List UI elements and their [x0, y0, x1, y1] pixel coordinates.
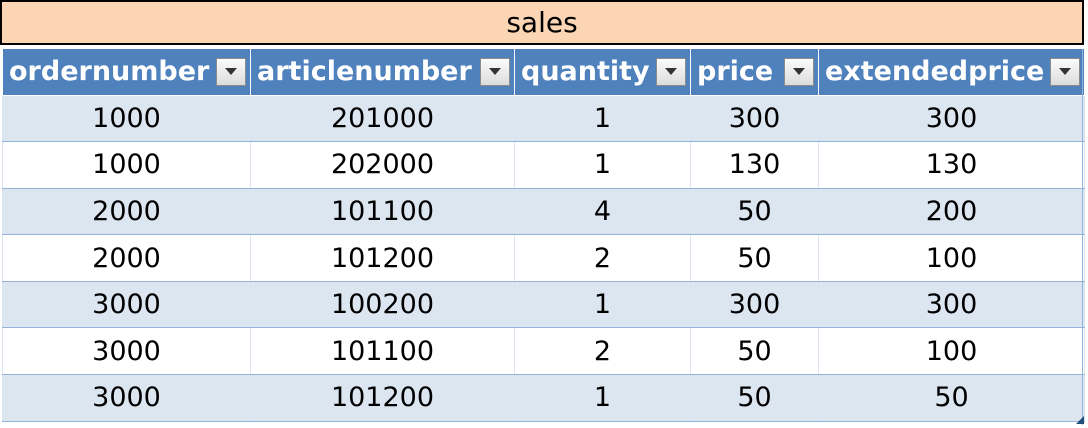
table-resize-handle-icon[interactable]	[1076, 416, 1084, 424]
dropdown-arrow-icon	[489, 68, 501, 76]
cell-quantity[interactable]: 2	[514, 327, 691, 376]
cell-price[interactable]: 50	[690, 188, 819, 236]
filter-dropdown-button[interactable]	[216, 57, 246, 86]
dropdown-arrow-icon	[1059, 68, 1072, 76]
header-row: ordernumber articlenumber quantity	[2, 49, 1085, 96]
cell-price[interactable]: 50	[690, 327, 819, 376]
cell-quantity[interactable]: 1	[514, 95, 691, 143]
column-header-quantity: quantity	[514, 49, 691, 96]
cell-ordernumber[interactable]: 2000	[2, 234, 251, 282]
table-row: 1000 202000 1 130 130	[2, 141, 1085, 189]
table-row: 3000 101200 1 50 50	[2, 374, 1085, 422]
cell-ordernumber[interactable]: 1000	[2, 95, 251, 143]
cell-quantity[interactable]: 4	[514, 188, 691, 236]
dropdown-arrow-icon	[793, 68, 805, 76]
cell-extendedprice[interactable]: 130	[818, 141, 1085, 189]
cell-articlenumber[interactable]: 101100	[250, 327, 515, 376]
cell-ordernumber[interactable]: 3000	[2, 281, 251, 329]
cell-price[interactable]: 300	[690, 95, 819, 143]
table-row: 1000 201000 1 300 300	[2, 95, 1085, 143]
cell-quantity[interactable]: 1	[514, 141, 691, 189]
column-header-articlenumber: articlenumber	[250, 49, 515, 96]
dropdown-arrow-icon	[225, 68, 237, 76]
cell-articlenumber[interactable]: 100200	[250, 281, 515, 329]
filter-dropdown-button[interactable]	[784, 57, 814, 86]
cell-extendedprice[interactable]: 100	[818, 234, 1085, 282]
cell-extendedprice[interactable]: 300	[818, 95, 1085, 143]
column-header-price: price	[690, 49, 819, 96]
cell-price[interactable]: 50	[690, 374, 819, 422]
filter-dropdown-button[interactable]	[1050, 57, 1081, 86]
filter-dropdown-button[interactable]	[480, 57, 510, 86]
column-header-label: ordernumber	[9, 56, 210, 88]
column-header-ordernumber: ordernumber	[2, 49, 251, 96]
cell-articlenumber[interactable]: 101200	[250, 234, 515, 282]
dropdown-arrow-icon	[665, 68, 677, 76]
cell-quantity[interactable]: 1	[514, 374, 691, 422]
table-row: 2000 101100 4 50 200	[2, 188, 1085, 236]
filter-dropdown-button[interactable]	[656, 57, 686, 86]
cell-price[interactable]: 130	[690, 141, 819, 189]
cell-articlenumber[interactable]: 202000	[250, 141, 515, 189]
column-header-label: extendedprice	[825, 56, 1045, 88]
column-header-label: articlenumber	[257, 56, 472, 88]
cell-extendedprice[interactable]: 50	[818, 374, 1085, 422]
cell-quantity[interactable]: 2	[514, 234, 691, 282]
cell-extendedprice[interactable]: 100	[818, 327, 1085, 376]
cell-extendedprice[interactable]: 200	[818, 188, 1085, 236]
cell-ordernumber[interactable]: 3000	[2, 374, 251, 422]
table-row: 3000 101100 2 50 100	[2, 327, 1085, 376]
table-title: sales	[0, 0, 1084, 45]
table-row: 2000 101200 2 50 100	[2, 234, 1085, 282]
cell-articlenumber[interactable]: 101100	[250, 188, 515, 236]
sales-table: ordernumber articlenumber quantity	[2, 49, 1085, 422]
table-right-border	[1082, 49, 1083, 425]
column-header-label: price	[697, 56, 774, 88]
cell-quantity[interactable]: 1	[514, 281, 691, 329]
column-header-extendedprice: extendedprice	[818, 49, 1085, 96]
cell-articlenumber[interactable]: 101200	[250, 374, 515, 422]
cell-extendedprice[interactable]: 300	[818, 281, 1085, 329]
cell-ordernumber[interactable]: 1000	[2, 141, 251, 189]
cell-ordernumber[interactable]: 2000	[2, 188, 251, 236]
table-row: 3000 100200 1 300 300	[2, 281, 1085, 329]
cell-ordernumber[interactable]: 3000	[2, 327, 251, 376]
cell-articlenumber[interactable]: 201000	[250, 95, 515, 143]
cell-price[interactable]: 50	[690, 234, 819, 282]
column-header-label: quantity	[521, 56, 650, 88]
cell-price[interactable]: 300	[690, 281, 819, 329]
